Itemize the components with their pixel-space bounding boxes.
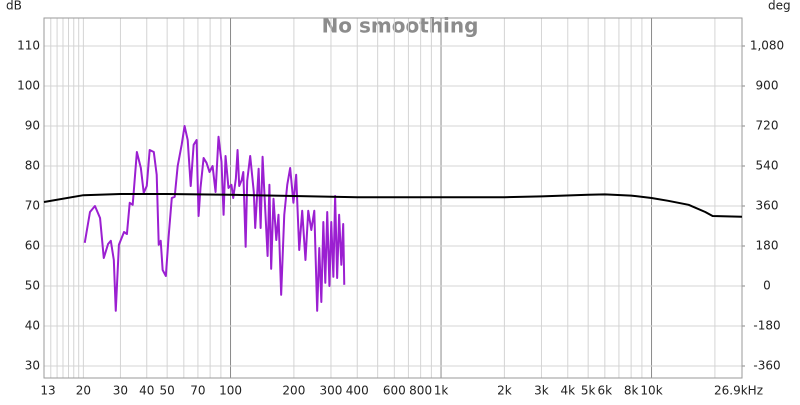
x-tick-label: 8k [624, 384, 639, 398]
y2-tick-label: 900 [756, 79, 779, 93]
y2-tick-label: 540 [756, 159, 779, 173]
x-tick-label: 3k [534, 384, 549, 398]
x-tick-label: 5k [581, 384, 596, 398]
series-line [83, 125, 346, 312]
x-tick-label: 30 [113, 384, 128, 398]
y2-axis-label: deg [768, 0, 791, 13]
chart-title: No smoothing [322, 14, 479, 38]
x-tick-label: 1k [434, 384, 449, 398]
x-tick-label: 70 [190, 384, 205, 398]
x-tick-label: 400 [346, 384, 369, 398]
x-tick-label: 2k [497, 384, 512, 398]
plot-frame [43, 17, 743, 379]
x-tick-label: 20 [76, 384, 91, 398]
x-tick-label: 600 [383, 384, 406, 398]
y-tick-label: 70 [25, 199, 40, 213]
x-tick-label: 26.9kHz [714, 384, 763, 398]
y-tick-label: 80 [25, 159, 40, 173]
y-axis-label: dB [6, 0, 22, 13]
y-tick-label: 100 [17, 79, 40, 93]
x-tick-label: 40 [139, 384, 154, 398]
x-tick-label: 100 [219, 384, 242, 398]
x-tick-label: 50 [160, 384, 175, 398]
y2-tick-label: -360 [753, 359, 780, 373]
y2-tick-label: 1,080 [750, 39, 784, 53]
y-tick-label: 60 [25, 239, 40, 253]
x-tick-label: 6k [598, 384, 613, 398]
y2-tick-label: -180 [753, 319, 780, 333]
x-tick-label: 300 [320, 384, 343, 398]
series-line [43, 193, 743, 218]
y2-tick-label: 360 [756, 199, 779, 213]
x-tick-label: 4k [560, 384, 575, 398]
x-tick-label: 10k [640, 384, 662, 398]
x-tick-label: 13 [40, 384, 55, 398]
y2-tick-label: 720 [756, 119, 779, 133]
y-tick-label: 30 [25, 359, 40, 373]
y2-tick-label: 0 [763, 279, 771, 293]
y-tick-label: 110 [17, 39, 40, 53]
y-tick-label: 40 [25, 319, 40, 333]
x-tick-label: 200 [282, 384, 305, 398]
y-tick-label: 90 [25, 119, 40, 133]
y2-tick-label: 180 [756, 239, 779, 253]
y-tick-label: 50 [25, 279, 40, 293]
x-tick-label: 800 [409, 384, 432, 398]
